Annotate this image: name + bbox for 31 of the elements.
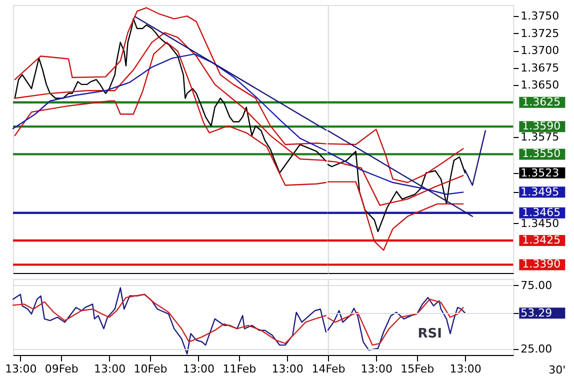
annotation: RSI [418,326,442,342]
x-tick-label: 13:00 [450,362,482,376]
y-tick-label: 1.3750 [520,10,560,23]
x-tick-label: 13:00 [272,362,304,376]
y-tick-label: 1.3450 [520,216,560,230]
y-tick-label: 1.3675 [520,61,560,74]
y-tick-label: 1.3523 [520,166,560,180]
ref-line-label: 1.3625 [522,95,561,108]
y-tick-label: 1.3725 [520,26,560,40]
x-tick-label: 14Feb [312,362,346,376]
y-tick-label: 25.00 [520,342,552,356]
x-tick-label: 13:00 [5,362,37,376]
ref-line-label: 1.3550 [522,147,561,160]
ref-line-label: 1.3425 [522,234,561,247]
y-tick-label: 75.00 [520,278,552,292]
y-tick-label: 1.3575 [520,130,560,144]
x-tick-label: 10Feb [134,362,168,376]
ref-line-label: 1.3590 [522,120,561,133]
x-tick-label: 09Feb [44,362,78,376]
x-tick-label: 13:00 [94,362,126,376]
ref-line-label: 1.3390 [522,258,561,271]
x-tick-label: 13:00 [360,362,392,376]
y-tick-label: 1.3495 [520,186,560,199]
ref-line-label: 1.3465 [522,206,561,219]
y-tick-label: 53.29 [520,306,552,320]
x-tick-label: 13:00 [182,362,215,376]
y-tick-label: 1.3700 [520,44,560,58]
y-tick-label: 1.3650 [520,78,560,92]
x-tick-label: 15Feb [400,362,434,376]
x-axis-title: 30' [548,364,566,376]
x-tick-label: 11Feb [222,362,256,376]
